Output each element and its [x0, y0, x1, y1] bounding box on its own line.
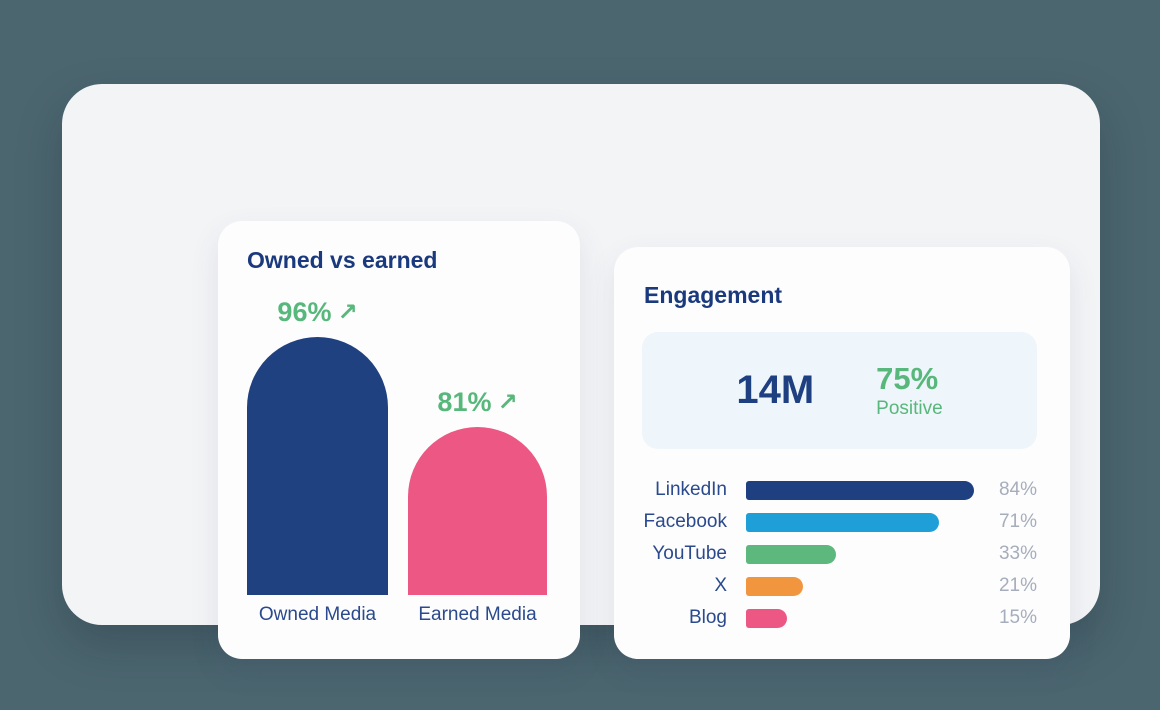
- channel-row: YouTube 33%: [642, 538, 1037, 570]
- bar-value-text: 96%: [277, 297, 332, 327]
- channel-bar-track: [746, 544, 1018, 564]
- engagement-summary-box: 14M 75% Positive: [642, 332, 1037, 449]
- channel-bar-list: LinkedIn 84% Facebook 71% YouTube 33% X …: [642, 474, 1037, 634]
- channel-label: Facebook: [643, 511, 727, 532]
- channel-bar-track: [746, 480, 1018, 500]
- channel-percent: 15%: [998, 607, 1037, 628]
- positive-label: Positive: [876, 397, 943, 419]
- bar-category-label: Owned Media: [258, 604, 377, 625]
- channel-bar-track: [746, 576, 1018, 596]
- engagement-title: Engagement: [644, 282, 783, 308]
- engagement-card: Engagement 14M 75% Positive LinkedIn 84%…: [614, 247, 1070, 659]
- channel-percent: 33%: [998, 543, 1037, 564]
- channel-bar: [746, 544, 836, 564]
- channel-label: LinkedIn: [655, 479, 727, 500]
- channel-row: X 21%: [642, 570, 1037, 602]
- channel-bar: [746, 608, 787, 628]
- channel-bar-track: [746, 512, 1018, 532]
- channel-percent: 84%: [998, 479, 1037, 500]
- channel-label: X: [714, 575, 727, 596]
- total-engagement-value: 14M: [736, 368, 815, 412]
- channel-label: Blog: [688, 607, 727, 628]
- owned-earned-category-labels: Owned Media Earned Media: [247, 604, 547, 626]
- trend-up-arrow-icon: ↗: [337, 298, 358, 326]
- bar-value-label: 81% ↗: [437, 387, 517, 418]
- bar-category-label: Earned Media: [418, 604, 537, 625]
- bar-value-text: 81%: [437, 387, 492, 417]
- channel-bar: [746, 512, 940, 532]
- channel-row: Facebook 71%: [642, 506, 1037, 538]
- owned-vs-earned-card: Owned vs earned 96% ↗ 81% ↗ Owned Media …: [218, 221, 580, 659]
- channel-bar: [746, 480, 975, 500]
- channel-bar: [746, 576, 804, 596]
- channel-row: LinkedIn 84%: [642, 474, 1037, 506]
- channel-percent: 21%: [998, 575, 1037, 596]
- owned-earned-bar-chart: 96% ↗ 81% ↗: [247, 297, 547, 595]
- trend-up-arrow-icon: ↗: [497, 388, 518, 416]
- channel-row: Blog 15%: [642, 602, 1037, 634]
- dashboard-panel: Owned vs earned 96% ↗ 81% ↗ Owned Media …: [62, 84, 1100, 659]
- channel-bar-track: [746, 608, 1018, 628]
- owned-vs-earned-title: Owned vs earned: [247, 247, 438, 273]
- channel-label: YouTube: [652, 543, 727, 564]
- bar: [408, 427, 547, 595]
- bar-value-label: 96% ↗: [277, 297, 357, 328]
- channel-percent: 71%: [998, 511, 1037, 532]
- bar-group: 96% ↗: [247, 297, 388, 595]
- positive-sentiment-block: 75% Positive: [876, 361, 943, 419]
- bar: [247, 337, 388, 595]
- bar-group: 81% ↗: [408, 387, 547, 595]
- positive-percent-value: 75%: [876, 361, 939, 397]
